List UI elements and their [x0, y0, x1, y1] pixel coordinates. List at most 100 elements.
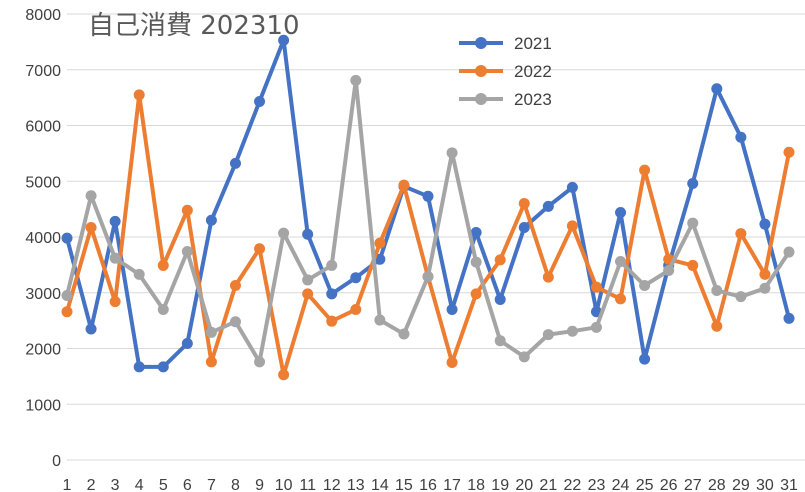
- x-tick-label: 5: [159, 477, 168, 492]
- x-tick-label: 1: [63, 477, 72, 492]
- x-tick-label: 14: [371, 477, 389, 492]
- x-axis-ticks: 1 2 3 4 5 6 7 8 9 10 11 12 13 14 15 16 17 18 19 20 21 22 23 24 2…: [63, 477, 798, 492]
- legend: 2021 2022 2023: [459, 34, 552, 109]
- data-point: [783, 312, 795, 324]
- data-point: [446, 303, 458, 315]
- x-tick-label: 3: [111, 477, 120, 492]
- data-point: [759, 218, 771, 230]
- data-point: [278, 227, 290, 239]
- data-point: [109, 296, 121, 308]
- data-point: [326, 288, 338, 300]
- legend-item-2021: 2021: [459, 34, 552, 53]
- y-tick-label: 6000: [25, 119, 61, 136]
- x-tick-label: 26: [660, 477, 678, 492]
- data-point: [711, 285, 723, 297]
- data-point: [711, 320, 723, 332]
- x-tick-label: 17: [443, 477, 461, 492]
- data-point: [735, 291, 747, 303]
- x-tick-label: 10: [275, 477, 293, 492]
- x-tick-label: 9: [255, 477, 264, 492]
- x-tick-label: 6: [183, 477, 192, 492]
- data-point: [494, 293, 506, 305]
- data-point: [446, 147, 458, 159]
- series-2023: [61, 74, 795, 368]
- data-point: [85, 190, 97, 202]
- x-tick-label: 19: [491, 477, 509, 492]
- data-point: [350, 272, 362, 284]
- data-point: [278, 34, 290, 46]
- x-tick-label: 4: [135, 477, 144, 492]
- data-point: [663, 264, 675, 276]
- data-point: [542, 200, 554, 212]
- data-point: [687, 217, 699, 229]
- data-point: [157, 361, 169, 373]
- data-point: [639, 164, 651, 176]
- data-point: [181, 204, 193, 216]
- x-tick-label: 8: [231, 477, 240, 492]
- data-point: [759, 268, 771, 280]
- x-tick-label: 25: [636, 477, 654, 492]
- data-point: [302, 274, 314, 286]
- legend-swatch-marker: [475, 93, 487, 105]
- data-point: [326, 259, 338, 271]
- y-tick-label: 4000: [25, 230, 61, 247]
- data-point: [133, 89, 145, 101]
- data-point: [470, 288, 482, 300]
- x-tick-label: 23: [588, 477, 606, 492]
- x-tick-label: 12: [323, 477, 341, 492]
- y-tick-label: 5000: [25, 174, 61, 191]
- data-point: [398, 328, 410, 340]
- data-point: [687, 259, 699, 271]
- series-line: [65, 92, 791, 377]
- data-point: [783, 246, 795, 258]
- data-point: [302, 228, 314, 240]
- data-point: [61, 232, 73, 244]
- data-point: [422, 271, 434, 283]
- data-point: [157, 259, 169, 271]
- data-point: [61, 306, 73, 318]
- data-point: [639, 353, 651, 365]
- x-tick-label: 28: [708, 477, 726, 492]
- data-point: [374, 237, 386, 249]
- data-point: [229, 157, 241, 169]
- data-point: [735, 228, 747, 240]
- x-tick-label: 11: [299, 477, 316, 492]
- data-point: [181, 337, 193, 349]
- data-point: [85, 222, 97, 234]
- data-point: [687, 177, 699, 189]
- data-point: [542, 329, 554, 341]
- data-point: [615, 256, 627, 268]
- data-point: [566, 220, 578, 232]
- data-point: [446, 356, 458, 368]
- data-point: [205, 214, 217, 226]
- y-tick-label: 0: [52, 453, 61, 470]
- data-point: [542, 271, 554, 283]
- y-tick-label: 2000: [25, 342, 61, 359]
- series-group: [61, 34, 795, 381]
- data-point: [109, 252, 121, 264]
- data-point: [109, 215, 121, 227]
- legend-label: 2023: [514, 90, 552, 109]
- data-point: [254, 96, 266, 108]
- x-tick-label: 15: [395, 477, 413, 492]
- y-tick-label: 1000: [25, 397, 61, 414]
- data-point: [615, 206, 627, 218]
- y-axis-ticks: 0 1000 2000 3000 4000 5000 6000 7000 8000: [25, 7, 61, 470]
- x-tick-label: 20: [515, 477, 533, 492]
- data-point: [566, 325, 578, 337]
- data-point: [350, 303, 362, 315]
- data-point: [326, 315, 338, 327]
- x-tick-label: 7: [207, 477, 216, 492]
- x-tick-label: 29: [732, 477, 750, 492]
- data-point: [398, 179, 410, 191]
- data-point: [615, 293, 627, 305]
- data-point: [133, 268, 145, 280]
- legend-swatch-marker: [475, 65, 487, 77]
- data-point: [85, 323, 97, 335]
- data-point: [470, 256, 482, 268]
- data-point: [422, 190, 434, 202]
- x-tick-label: 16: [419, 477, 437, 492]
- legend-item-2022: 2022: [459, 62, 552, 81]
- legend-label: 2021: [514, 34, 552, 53]
- data-point: [254, 356, 266, 368]
